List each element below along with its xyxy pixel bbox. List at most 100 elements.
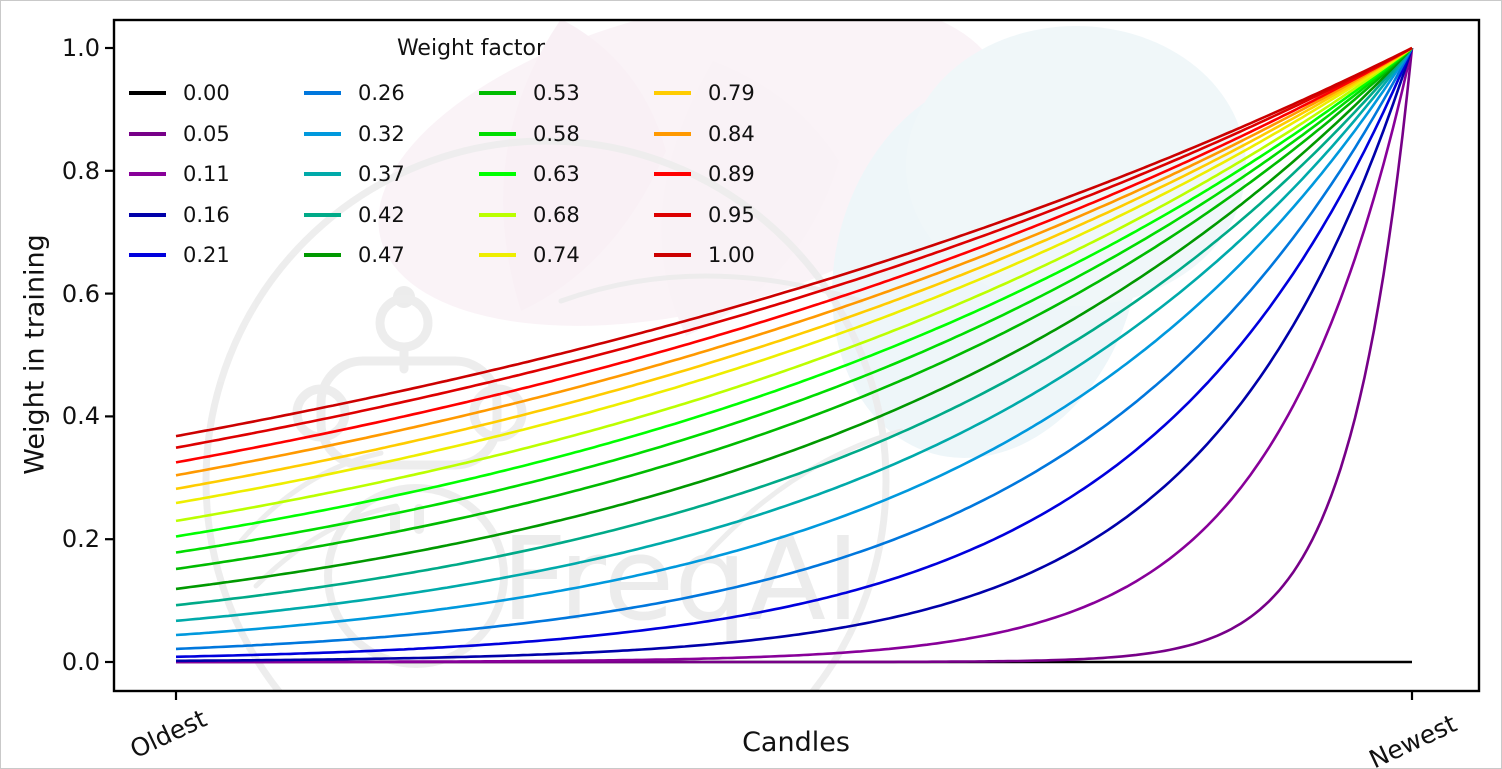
legend-entry-0.53: 0.53 <box>479 80 580 106</box>
legend-entry-0.84: 0.84 <box>654 121 755 147</box>
series-line-0.79 <box>175 46 1413 491</box>
legend-label: 0.53 <box>533 81 580 105</box>
legend-entry-0.95: 0.95 <box>654 202 755 228</box>
legend-label: 0.05 <box>183 121 230 146</box>
y-tick-label: 0.8 <box>61 156 100 185</box>
axes-frame <box>105 18 1481 700</box>
freqai-robot-icon <box>202 137 904 690</box>
legend-label: 0.26 <box>358 81 405 105</box>
series-line-0.11 <box>176 47 1414 664</box>
tick-marks <box>105 46 1414 700</box>
legend-swatch <box>479 131 516 136</box>
legend-entry-0.16: 0.16 <box>129 202 230 228</box>
series-line-0.42 <box>175 47 1413 607</box>
legend-entry-0.47: 0.47 <box>304 242 405 268</box>
legend-swatch <box>479 212 516 217</box>
legend-entry-0.74: 0.74 <box>479 242 580 268</box>
legend-label: 0.79 <box>708 81 755 105</box>
legend-label: 0.89 <box>708 162 755 186</box>
series-line-0.63 <box>175 46 1413 538</box>
legend-swatch <box>129 253 166 257</box>
robot-wing-swoosh-left <box>238 450 399 589</box>
series-line-0.58 <box>175 47 1413 554</box>
legend-label: 0.95 <box>708 202 755 227</box>
legend-entry-0.26: 0.26 <box>304 80 405 106</box>
legend-entry-0.37: 0.37 <box>304 161 405 187</box>
series-line-0.95 <box>175 46 1413 449</box>
legend-swatch <box>304 91 341 95</box>
robot-chest-circle <box>324 484 508 668</box>
watermark-leaf-pink-petal-icon <box>503 21 666 311</box>
legend-label: 1.00 <box>708 243 755 267</box>
legend-swatch <box>654 212 691 217</box>
freqai-watermark: FreqAI <box>202 21 1246 690</box>
legend-entry-0.79: 0.79 <box>654 80 755 106</box>
plot-border <box>112 18 1481 693</box>
legend-title: Weight factor <box>396 36 546 61</box>
legend-label: 0.84 <box>708 121 755 146</box>
legend-entry-0.11: 0.11 <box>129 161 230 187</box>
legend-swatch <box>479 253 516 257</box>
legend-swatch <box>479 91 516 95</box>
y-axis-label: Weight in training <box>19 234 51 475</box>
legend-entry-0.89: 0.89 <box>654 161 755 187</box>
x-axis-label: Candles <box>742 727 850 758</box>
legend-label: 0.68 <box>533 202 580 227</box>
y-tick-label: 0.0 <box>61 648 100 676</box>
legend-swatch <box>129 131 166 136</box>
series-line-0.26 <box>175 47 1414 651</box>
legend-label: 0.47 <box>358 243 405 267</box>
legend-entry-0.68: 0.68 <box>479 202 580 228</box>
series-line-0.47 <box>175 47 1413 591</box>
legend-swatch <box>304 253 341 257</box>
legend-swatch <box>654 253 691 257</box>
legend-entry-0.42: 0.42 <box>304 202 405 228</box>
legend-swatch <box>129 212 166 217</box>
legend-label: 0.16 <box>183 202 230 227</box>
legend-entry-0.00: 0.00 <box>129 80 230 106</box>
legend-label: 0.63 <box>533 162 580 186</box>
series-line-0.37 <box>175 47 1414 623</box>
series-line-0.32 <box>175 47 1414 637</box>
legend-swatch <box>479 172 516 176</box>
legend-swatch <box>129 91 166 95</box>
series-line-0.89 <box>175 46 1413 464</box>
robot-head <box>316 356 502 470</box>
series-line-1.00 <box>175 46 1413 438</box>
legend-label: 0.11 <box>183 162 230 186</box>
legend-swatch <box>654 91 691 95</box>
legend-entry-0.05: 0.05 <box>129 121 230 147</box>
y-tick-label: 0.2 <box>61 525 100 554</box>
legend-swatch <box>129 172 166 176</box>
freqai-logo-text: FreqAI <box>501 513 860 647</box>
legend-entry-0.58: 0.58 <box>479 121 580 147</box>
legend-entry-0.32: 0.32 <box>304 121 405 147</box>
legend-label: 0.37 <box>358 162 405 186</box>
legend-entry-1.00: 1.00 <box>654 242 755 268</box>
legend-entry-0.63: 0.63 <box>479 161 580 187</box>
legend-label: 0.21 <box>183 243 230 267</box>
watermark-leaf-blue2-icon <box>906 26 1246 306</box>
legend-swatch <box>654 172 691 176</box>
y-tick-label: 0.4 <box>61 402 100 431</box>
plot-lines <box>175 46 1414 664</box>
y-tick-label: 0.6 <box>61 279 100 308</box>
robot-outer-circle <box>202 137 890 690</box>
legend-label: 0.74 <box>533 243 580 267</box>
legend-swatch <box>304 172 341 176</box>
series-line-0.21 <box>175 47 1414 659</box>
legend-swatch <box>304 212 341 217</box>
legend-swatch <box>304 131 341 136</box>
legend-entry-0.21: 0.21 <box>129 242 230 268</box>
series-line-0.84 <box>175 46 1413 477</box>
legend-label: 0.32 <box>358 121 405 146</box>
series-line-0.16 <box>176 47 1414 663</box>
legend-label: 0.58 <box>533 121 580 146</box>
legend-label: 0.00 <box>183 81 230 105</box>
series-line-0.68 <box>175 46 1413 523</box>
series-line-0.74 <box>175 46 1413 505</box>
legend-swatch <box>654 131 691 136</box>
watermark-leaf-pink-petal2-icon <box>661 61 839 336</box>
